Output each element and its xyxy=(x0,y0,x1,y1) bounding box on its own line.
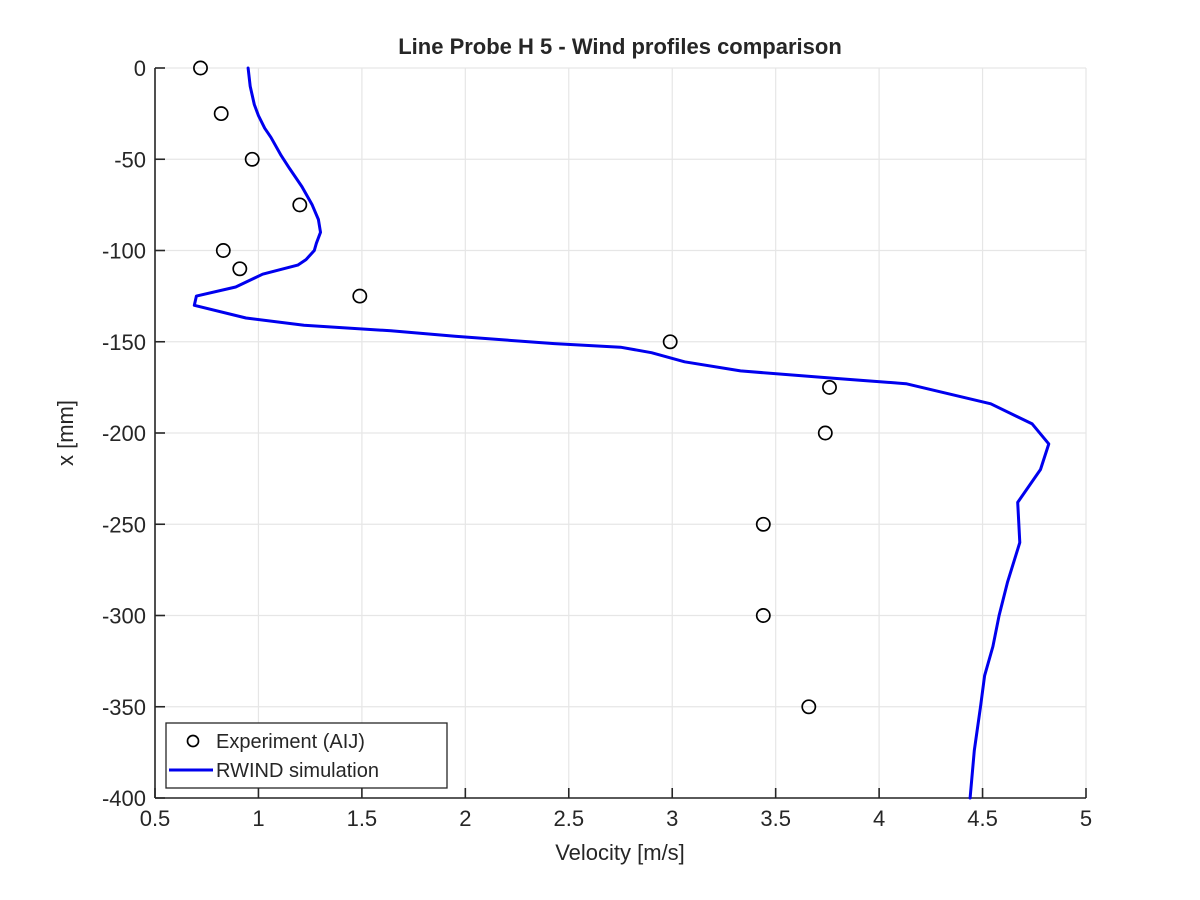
y-tick-label: -100 xyxy=(102,239,146,264)
experiment-marker xyxy=(232,261,248,277)
experiment-marker xyxy=(292,197,308,213)
x-tick-label: 1 xyxy=(252,806,264,831)
x-tick-label: 4 xyxy=(873,806,885,831)
x-tick-label: 3 xyxy=(666,806,678,831)
experiment-marker xyxy=(215,243,231,258)
experiment-marker xyxy=(193,60,208,76)
experiment-marker-series xyxy=(193,60,837,715)
x-tick-label: 2.5 xyxy=(553,806,584,831)
experiment-marker xyxy=(755,516,771,532)
experiment-marker xyxy=(817,425,833,441)
experiment-marker xyxy=(244,151,260,167)
axes xyxy=(154,67,1087,799)
experiment-marker xyxy=(662,334,678,350)
legend-box xyxy=(165,722,448,789)
experiment-marker xyxy=(822,379,837,395)
experiment-marker xyxy=(755,608,771,623)
y-tick-label: -300 xyxy=(102,604,146,629)
legend-label-experiment: Experiment (AIJ) xyxy=(216,731,365,753)
experiment-marker xyxy=(213,106,229,122)
y-tick-label: -50 xyxy=(114,147,146,172)
chart-title: Line Probe H 5 - Wind profiles compariso… xyxy=(398,34,842,59)
x-tick-label: 5 xyxy=(1080,806,1092,831)
x-tick-label: 0.5 xyxy=(140,806,171,831)
y-tick-label: -350 xyxy=(102,695,146,720)
experiment-marker xyxy=(352,288,368,304)
experiment-marker xyxy=(801,699,817,715)
x-axis-label: Velocity [m/s] xyxy=(555,840,685,865)
y-tick-label: -150 xyxy=(102,330,146,355)
legend: Experiment (AIJ) RWIND simulation xyxy=(165,722,448,789)
y-tick-label: -250 xyxy=(102,512,146,537)
rwind-simulation-line xyxy=(192,66,1051,800)
x-tick-label: 1.5 xyxy=(347,806,378,831)
y-tick-label: -200 xyxy=(102,421,146,446)
x-tick-label: 2 xyxy=(459,806,471,831)
y-tick-label: -400 xyxy=(102,786,146,811)
y-tick-labels: 0 -50 -100 -150 -200 -250 -300 -350 -400 xyxy=(102,56,146,811)
y-axis-label: x [mm] xyxy=(53,400,78,466)
x-tick-label: 3.5 xyxy=(760,806,791,831)
legend-experiment-marker-icon xyxy=(186,734,200,748)
legend-label-rwind: RWIND simulation xyxy=(216,760,379,782)
x-tick-labels: 0.5 1 1.5 2 2.5 3 3.5 4 4.5 5 xyxy=(140,806,1092,831)
plot-series xyxy=(192,60,1051,800)
y-tick-label: 0 xyxy=(134,56,146,81)
x-tick-label: 4.5 xyxy=(967,806,998,831)
